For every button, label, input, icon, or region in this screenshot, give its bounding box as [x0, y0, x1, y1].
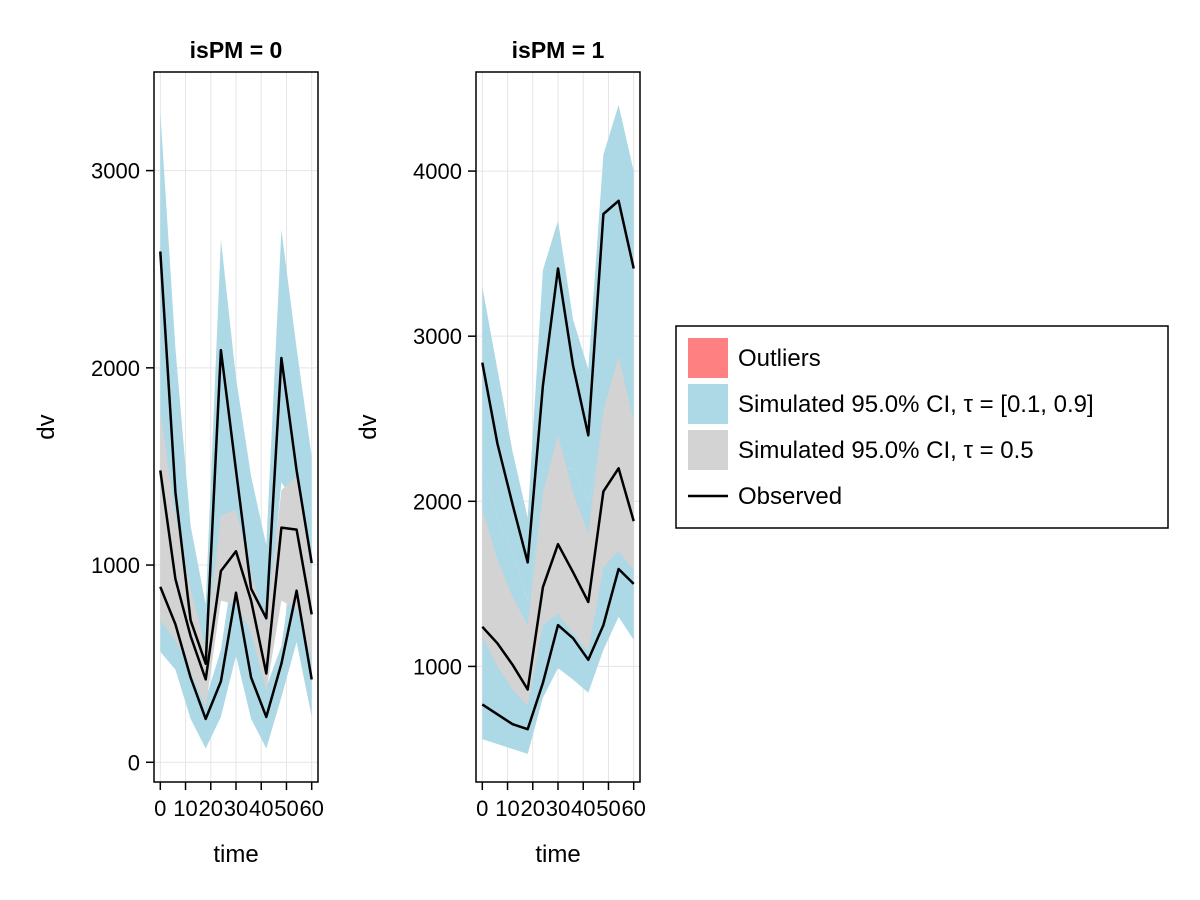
- x-tick-label: 20: [521, 796, 545, 821]
- panel-0: 0 1000 2000 3000 0 10 20 30 40 50 60 isPM = 0 time dv: [33, 37, 324, 868]
- panel-title: isPM = 1: [512, 37, 605, 63]
- y-tick-label: 4000: [413, 159, 462, 184]
- panel-title: isPM = 0: [190, 37, 283, 63]
- x-tick-label: 20: [199, 796, 223, 821]
- legend-swatch: [688, 384, 728, 424]
- observed-lines: [481, 199, 635, 731]
- x-tick-label: 30: [224, 796, 248, 821]
- x-tick-label: 50: [274, 796, 298, 821]
- y-axis-label: dv: [355, 414, 382, 439]
- x-tick-label: 50: [596, 796, 620, 821]
- x-tick-label: 0: [154, 796, 166, 821]
- legend-label: Observed: [738, 483, 842, 510]
- observed-line-0: [159, 251, 313, 665]
- observed-line-2: [481, 567, 635, 731]
- x-tick-label: 30: [546, 796, 570, 821]
- observed-lines: [159, 251, 313, 721]
- x-tick-label: 0: [476, 796, 488, 821]
- y-tick-label: 2000: [413, 489, 462, 514]
- y-tick-label: 2000: [91, 356, 140, 381]
- legend: Outliers Simulated 95.0% CI, τ = [0.1, 0.…: [675, 325, 1169, 529]
- y-tick-label: 1000: [413, 654, 462, 679]
- legend-label: Simulated 95.0% CI, τ = 0.5: [738, 437, 1034, 464]
- x-tick-label: 40: [571, 796, 595, 821]
- legend-item: Simulated 95.0% CI, τ = [0.1, 0.9]: [688, 384, 1094, 424]
- legend-item: Simulated 95.0% CI, τ = 0.5: [688, 430, 1034, 470]
- ci-band-0: [160, 111, 312, 680]
- observed-line-2: [159, 586, 313, 721]
- x-axis-label: time: [213, 841, 258, 868]
- y-tick-label: 3000: [413, 324, 462, 349]
- y-tick-label: 1000: [91, 553, 140, 578]
- x-tick-label: 60: [621, 796, 645, 821]
- y-tick-label: 3000: [91, 159, 140, 184]
- x-tick-label: 60: [299, 796, 323, 821]
- legend-label: Outliers: [738, 345, 821, 372]
- x-axis-label: time: [535, 841, 580, 868]
- y-axis-label: dv: [33, 414, 60, 439]
- observed-line-1: [481, 467, 635, 691]
- bands: [482, 105, 634, 754]
- legend-label: Simulated 95.0% CI, τ = [0.1, 0.9]: [738, 391, 1094, 418]
- x-tick-label: 10: [173, 796, 197, 821]
- x-tick-label: 10: [495, 796, 519, 821]
- observed-line-1: [159, 470, 313, 681]
- panel-1: 1000 2000 3000 4000 0 10 20 30 40 50 60 isPM = 1 tim…: [355, 37, 646, 868]
- y-tick-label: 0: [128, 750, 140, 775]
- observed-line-0: [481, 199, 635, 564]
- x-tick-label: 40: [249, 796, 273, 821]
- legend-swatch: [688, 430, 728, 470]
- ci-band-2: [482, 356, 634, 706]
- legend-item: Outliers: [688, 338, 821, 378]
- legend-swatch: [688, 338, 728, 378]
- legend-box: [675, 325, 1169, 529]
- legend-item: Observed: [688, 483, 842, 510]
- ci-band-2: [160, 411, 312, 708]
- ci-band-0: [482, 105, 634, 601]
